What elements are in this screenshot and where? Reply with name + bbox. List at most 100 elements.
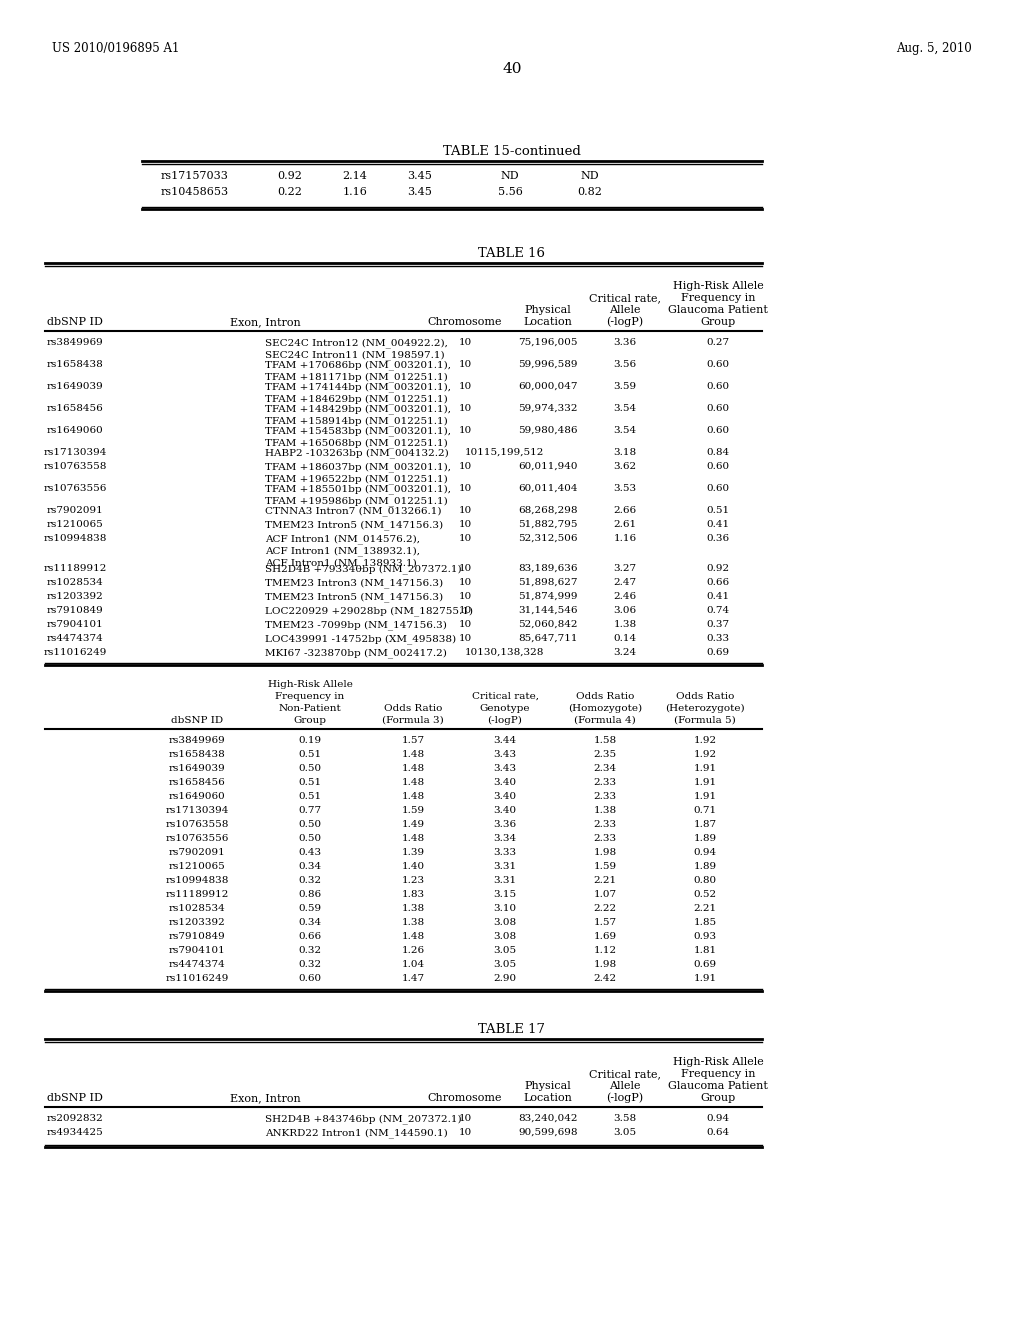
Text: 1.59: 1.59 — [401, 807, 425, 814]
Text: rs10763556: rs10763556 — [165, 834, 228, 843]
Text: 0.60: 0.60 — [707, 381, 729, 391]
Text: Odds Ratio: Odds Ratio — [384, 704, 442, 713]
Text: 0.69: 0.69 — [693, 960, 717, 969]
Text: TMEM23 Intron5 (NM_147156.3): TMEM23 Intron5 (NM_147156.3) — [265, 591, 443, 602]
Text: TABLE 17: TABLE 17 — [478, 1023, 546, 1036]
Text: High-Risk Allele: High-Risk Allele — [673, 281, 763, 290]
Text: 1.69: 1.69 — [594, 932, 616, 941]
Text: 83,189,636: 83,189,636 — [518, 564, 578, 573]
Text: Frequency in: Frequency in — [681, 1069, 756, 1078]
Text: 10: 10 — [459, 1129, 472, 1137]
Text: 1.16: 1.16 — [343, 187, 368, 197]
Text: 2.47: 2.47 — [613, 578, 637, 587]
Text: 0.51: 0.51 — [298, 777, 322, 787]
Text: 0.59: 0.59 — [298, 904, 322, 913]
Text: (Formula 5): (Formula 5) — [674, 715, 736, 725]
Text: 3.05: 3.05 — [494, 960, 516, 969]
Text: 0.50: 0.50 — [298, 764, 322, 774]
Text: 75,196,005: 75,196,005 — [518, 338, 578, 347]
Text: 10: 10 — [459, 634, 472, 643]
Text: TFAM +196522bp (NM_012251.1): TFAM +196522bp (NM_012251.1) — [265, 474, 447, 484]
Text: TFAM +154583bp (NM_003201.1),: TFAM +154583bp (NM_003201.1), — [265, 426, 451, 436]
Text: 3.58: 3.58 — [613, 1114, 637, 1123]
Text: 1.48: 1.48 — [401, 932, 425, 941]
Text: 3.06: 3.06 — [613, 606, 637, 615]
Text: TMEM23 -7099bp (NM_147156.3): TMEM23 -7099bp (NM_147156.3) — [265, 620, 446, 630]
Text: 52,060,842: 52,060,842 — [518, 620, 578, 630]
Text: Genotype: Genotype — [480, 704, 530, 713]
Text: 1.58: 1.58 — [594, 737, 616, 744]
Text: Critical rate,: Critical rate, — [589, 1069, 662, 1078]
Text: 0.64: 0.64 — [707, 1129, 729, 1137]
Text: 3.18: 3.18 — [613, 447, 637, 457]
Text: 0.32: 0.32 — [298, 946, 322, 954]
Text: 0.43: 0.43 — [298, 847, 322, 857]
Text: Critical rate,: Critical rate, — [471, 692, 539, 701]
Text: 1.23: 1.23 — [401, 876, 425, 884]
Text: 1.38: 1.38 — [594, 807, 616, 814]
Text: 2.42: 2.42 — [594, 974, 616, 983]
Text: 3.10: 3.10 — [494, 904, 516, 913]
Text: 3.15: 3.15 — [494, 890, 516, 899]
Text: Non-Patient: Non-Patient — [279, 704, 341, 713]
Text: 1.48: 1.48 — [401, 764, 425, 774]
Text: Exon, Intron: Exon, Intron — [229, 317, 300, 327]
Text: ND: ND — [501, 172, 519, 181]
Text: 1.85: 1.85 — [693, 917, 717, 927]
Text: 10: 10 — [459, 338, 472, 347]
Text: CTNNA3 Intron7 (NM_013266.1): CTNNA3 Intron7 (NM_013266.1) — [265, 506, 441, 516]
Text: ANKRD22 Intron1 (NM_144590.1): ANKRD22 Intron1 (NM_144590.1) — [265, 1129, 447, 1138]
Text: 0.22: 0.22 — [278, 187, 302, 197]
Text: 10: 10 — [459, 606, 472, 615]
Text: 0.52: 0.52 — [693, 890, 717, 899]
Text: 2.33: 2.33 — [594, 820, 616, 829]
Text: 5.56: 5.56 — [498, 187, 522, 197]
Text: 1.91: 1.91 — [693, 777, 717, 787]
Text: 1.98: 1.98 — [594, 960, 616, 969]
Text: 0.94: 0.94 — [707, 1114, 729, 1123]
Text: Chromosome: Chromosome — [428, 317, 502, 327]
Text: 40: 40 — [502, 62, 522, 77]
Text: 1.89: 1.89 — [693, 862, 717, 871]
Text: Allele: Allele — [609, 1081, 641, 1092]
Text: Physical: Physical — [524, 305, 571, 315]
Text: dbSNP ID: dbSNP ID — [47, 1093, 103, 1104]
Text: Frequency in: Frequency in — [275, 692, 345, 701]
Text: TFAM +165068bp (NM_012251.1): TFAM +165068bp (NM_012251.1) — [265, 438, 447, 447]
Text: rs2092832: rs2092832 — [47, 1114, 103, 1123]
Text: LOC220929 +29028bp (NM_182755.1): LOC220929 +29028bp (NM_182755.1) — [265, 606, 473, 616]
Text: 0.27: 0.27 — [707, 338, 729, 347]
Text: 60,011,404: 60,011,404 — [518, 484, 578, 492]
Text: 0.34: 0.34 — [298, 862, 322, 871]
Text: 0.77: 0.77 — [298, 807, 322, 814]
Text: 0.60: 0.60 — [298, 974, 322, 983]
Text: 1.26: 1.26 — [401, 946, 425, 954]
Text: 1.98: 1.98 — [594, 847, 616, 857]
Text: TMEM23 Intron3 (NM_147156.3): TMEM23 Intron3 (NM_147156.3) — [265, 578, 443, 587]
Text: rs10763558: rs10763558 — [43, 462, 106, 471]
Text: 0.82: 0.82 — [578, 187, 602, 197]
Text: 10: 10 — [459, 520, 472, 529]
Text: 2.35: 2.35 — [594, 750, 616, 759]
Text: 0.60: 0.60 — [707, 404, 729, 413]
Text: rs4934425: rs4934425 — [47, 1129, 103, 1137]
Text: 0.51: 0.51 — [298, 750, 322, 759]
Text: rs7904101: rs7904101 — [169, 946, 225, 954]
Text: 0.41: 0.41 — [707, 520, 729, 529]
Text: rs1649060: rs1649060 — [169, 792, 225, 801]
Text: TFAM +174144bp (NM_003201.1),: TFAM +174144bp (NM_003201.1), — [265, 381, 451, 392]
Text: rs7910849: rs7910849 — [169, 932, 225, 941]
Text: 1.89: 1.89 — [693, 834, 717, 843]
Text: 2.22: 2.22 — [594, 904, 616, 913]
Text: High-Risk Allele: High-Risk Allele — [673, 1057, 763, 1067]
Text: Allele: Allele — [609, 305, 641, 315]
Text: 59,996,589: 59,996,589 — [518, 360, 578, 370]
Text: 1.38: 1.38 — [401, 917, 425, 927]
Text: SH2D4B +843746bp (NM_207372.1): SH2D4B +843746bp (NM_207372.1) — [265, 1114, 462, 1123]
Text: HABP2 -103263bp (NM_004132.2): HABP2 -103263bp (NM_004132.2) — [265, 447, 449, 458]
Text: 0.34: 0.34 — [298, 917, 322, 927]
Text: rs10763558: rs10763558 — [165, 820, 228, 829]
Text: 1.38: 1.38 — [613, 620, 637, 630]
Text: TABLE 16: TABLE 16 — [478, 247, 546, 260]
Text: 0.32: 0.32 — [298, 876, 322, 884]
